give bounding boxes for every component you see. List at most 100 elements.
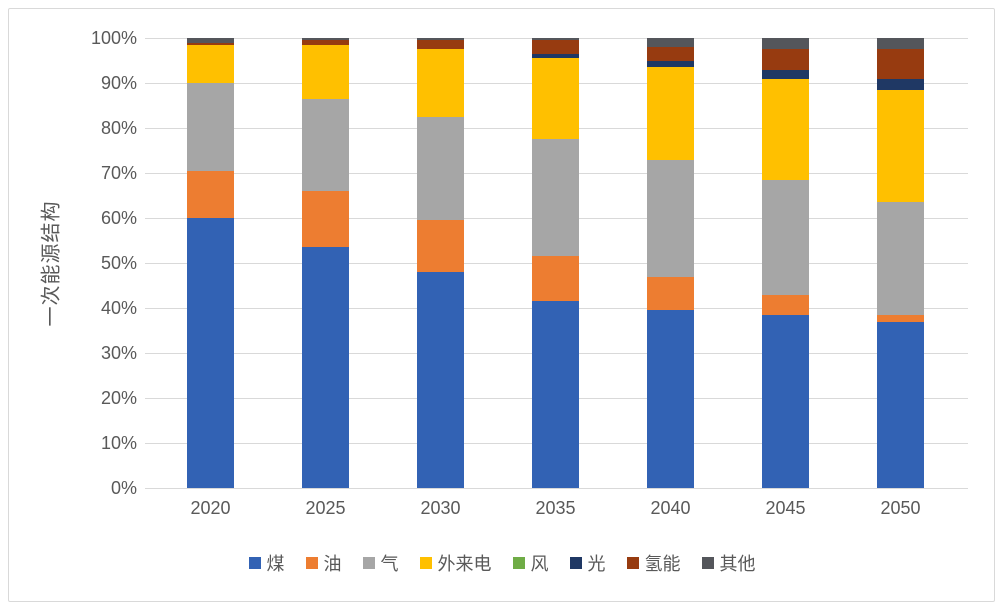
segment-煤-2050	[877, 321, 924, 488]
segment-煤-2045	[762, 314, 809, 488]
legend-item-油: 油	[305, 550, 342, 576]
segment-气-2035	[532, 139, 579, 257]
segment-其他-2045	[762, 38, 809, 50]
legend-label-外来电: 外来电	[437, 554, 492, 574]
legend-marker-煤	[248, 557, 261, 569]
segment-氢能-2035	[532, 40, 579, 54]
x-tick-label-2035: 2035	[535, 498, 576, 518]
bar-stack-2030	[417, 38, 464, 488]
segment-其他-2025	[302, 38, 349, 41]
y-tick-label-10%: 10%	[100, 433, 137, 453]
legend-label-油: 油	[323, 554, 342, 574]
x-tick-label-2025: 2025	[305, 498, 346, 518]
segment-氢能-2045	[762, 49, 809, 70]
bar-column-2040	[613, 38, 728, 488]
segment-氢能-2020	[187, 42, 234, 45]
bar-column-2030	[383, 38, 498, 488]
segment-其他-2050	[877, 38, 924, 50]
y-tick-label-40%: 40%	[100, 298, 137, 318]
segment-外来电-2050	[877, 89, 924, 203]
segment-光-2035	[532, 53, 579, 59]
x-axis-labels: 2020 2025 2030 2035 2040 2045 2050	[153, 498, 958, 519]
legend-item-气: 气	[362, 550, 399, 576]
y-tick-label-60%: 60%	[100, 208, 137, 228]
segment-光-2045	[762, 69, 809, 79]
bar-column-2035	[498, 38, 613, 488]
y-tick-label-90%: 90%	[100, 73, 137, 93]
segment-其他-2020	[187, 38, 234, 43]
legend-label-气: 气	[380, 554, 399, 574]
segment-油-2040	[647, 276, 694, 311]
bar-stack-2050	[877, 38, 924, 488]
segment-煤-2040	[647, 310, 694, 488]
segment-光-2040	[647, 60, 694, 68]
legend-marker-其他	[701, 557, 714, 569]
segment-氢能-2050	[877, 49, 924, 79]
segment-光-2050	[877, 78, 924, 90]
y-tick-label-70%: 70%	[100, 163, 137, 183]
x-tick-label-2050: 2050	[880, 498, 921, 518]
x-tick-label-2045: 2045	[765, 498, 806, 518]
y-tick-label-100%: 100%	[90, 28, 137, 48]
legend-label-风: 风	[530, 554, 549, 574]
segment-外来电-2035	[532, 58, 579, 140]
x-tick-label-2020: 2020	[190, 498, 231, 518]
segment-氢能-2025	[302, 40, 349, 45]
segment-油-2020	[187, 170, 234, 218]
bar-stack-2025	[302, 38, 349, 488]
segment-气-2025	[302, 98, 349, 191]
segment-煤-2020	[187, 218, 234, 488]
segment-外来电-2030	[417, 49, 464, 117]
segment-外来电-2025	[302, 44, 349, 99]
bar-column-2045	[728, 38, 843, 488]
legend-marker-光	[569, 557, 582, 569]
segment-煤-2030	[417, 272, 464, 488]
x-axis-line	[145, 488, 968, 489]
segment-油-2050	[877, 314, 924, 322]
bar-stack-2035	[532, 38, 579, 488]
segment-气-2045	[762, 179, 809, 295]
plot-area	[145, 38, 968, 489]
legend-marker-氢能	[626, 557, 639, 569]
segment-氢能-2030	[417, 40, 464, 50]
segment-气-2050	[877, 202, 924, 315]
segment-煤-2035	[532, 301, 579, 488]
segment-煤-2025	[302, 247, 349, 488]
segment-外来电-2040	[647, 67, 694, 160]
segment-其他-2035	[532, 38, 579, 41]
legend-label-煤: 煤	[266, 554, 285, 574]
legend: 煤 油 气 外来电 风 光 氢能 其他	[10, 550, 994, 576]
legend-item-外来电: 外来电	[419, 550, 492, 576]
legend-marker-气	[362, 557, 375, 569]
legend-label-光: 光	[587, 554, 606, 574]
bar-column-2020	[153, 38, 268, 488]
segment-油-2035	[532, 256, 579, 302]
segment-油-2045	[762, 294, 809, 315]
legend-label-氢能: 氢能	[644, 554, 681, 574]
segment-其他-2030	[417, 38, 464, 41]
legend-item-煤: 煤	[248, 550, 285, 576]
legend-marker-外来电	[419, 557, 432, 569]
segment-油-2025	[302, 191, 349, 248]
y-tick-label-0%: 0%	[110, 478, 137, 498]
bar-stack-2040	[647, 38, 694, 488]
chart-frame	[8, 8, 995, 602]
legend-item-氢能: 氢能	[626, 550, 681, 576]
bars-row	[153, 38, 958, 488]
legend-label-其他: 其他	[719, 554, 756, 574]
segment-氢能-2040	[647, 47, 694, 61]
legend-item-风: 风	[512, 550, 549, 576]
segment-气-2030	[417, 116, 464, 221]
bar-column-2050	[843, 38, 958, 488]
segment-气-2020	[187, 83, 234, 171]
legend-item-其他: 其他	[701, 550, 756, 576]
segment-其他-2040	[647, 38, 694, 47]
y-tick-label-20%: 20%	[100, 388, 137, 408]
x-tick-label-2040: 2040	[650, 498, 691, 518]
y-tick-label-80%: 80%	[100, 118, 137, 138]
bar-stack-2020	[187, 38, 234, 488]
bar-stack-2045	[762, 38, 809, 488]
legend-marker-油	[305, 557, 318, 569]
x-tick-label-2030: 2030	[420, 498, 461, 518]
